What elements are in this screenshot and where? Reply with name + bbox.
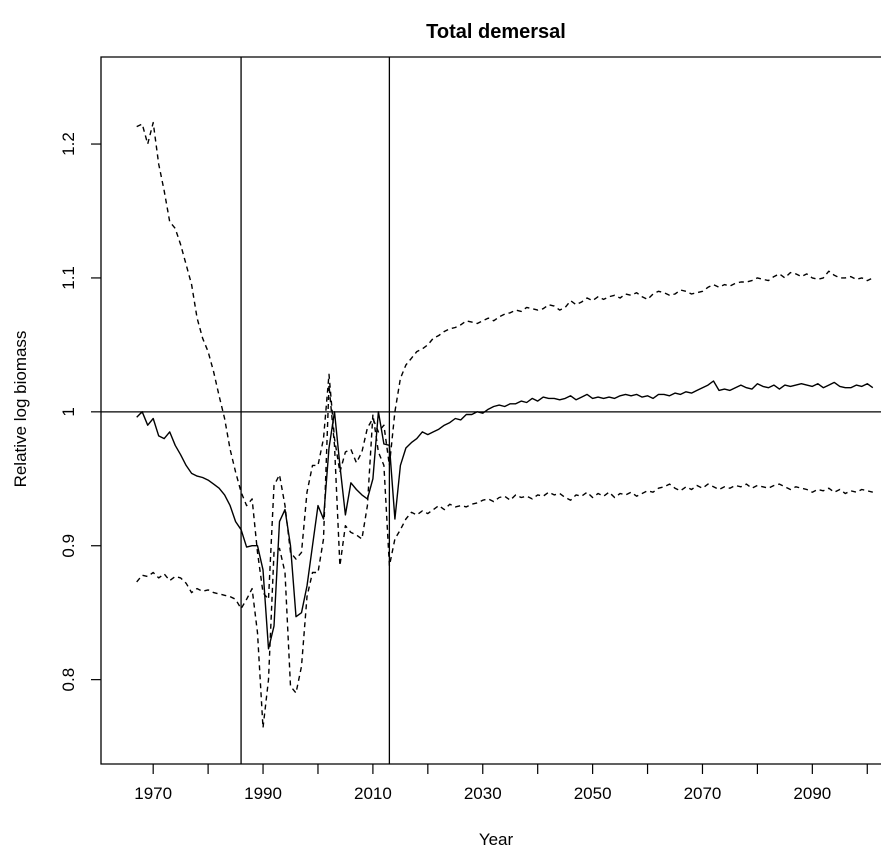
x-axis-label: Year <box>479 830 514 849</box>
y-tick-label: 0.8 <box>59 668 78 692</box>
x-tick-label: 1970 <box>134 784 172 803</box>
x-tick-label: 2010 <box>354 784 392 803</box>
y-axis-label: Relative log biomass <box>11 331 30 488</box>
series-line-solid <box>136 380 874 650</box>
x-tick-label: 2050 <box>574 784 612 803</box>
series-line-dashed-1 <box>136 121 874 600</box>
plot-frame <box>100 56 881 765</box>
x-tick-label: 2030 <box>464 784 502 803</box>
x-tick-label: 2090 <box>793 784 831 803</box>
x-tick-label: 1990 <box>244 784 282 803</box>
series-line-dashed-2 <box>136 384 873 729</box>
y-tick-label: 0.9 <box>59 534 78 558</box>
y-tick-label: 1.1 <box>59 266 78 290</box>
y-tick-label: 1 <box>59 407 78 416</box>
y-tick-label: 1.2 <box>59 132 78 156</box>
x-tick-label: 2070 <box>684 784 722 803</box>
chart-title: Total demersal <box>426 21 566 43</box>
